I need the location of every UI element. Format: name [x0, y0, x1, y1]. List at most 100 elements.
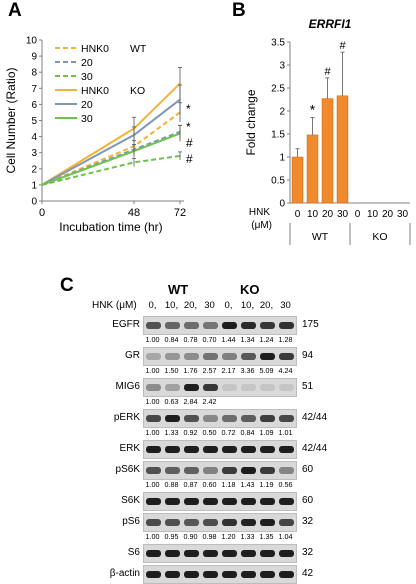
b-chart-title: ERRFI1	[309, 17, 352, 31]
wb-band	[260, 519, 275, 526]
wb-band	[222, 550, 237, 557]
wb-quant-value: 0.84	[164, 335, 179, 344]
wb-band	[146, 498, 161, 505]
wb-blot-strip	[143, 461, 297, 480]
wb-quant-value: 2.17	[221, 366, 236, 375]
wb-quant-value: 1.50	[164, 366, 179, 375]
wb-band	[203, 498, 218, 505]
wb-band	[279, 353, 294, 360]
wb-band	[260, 550, 275, 557]
wb-kda-label: 94	[302, 350, 314, 361]
wb-band	[184, 498, 199, 505]
b-y-tick-label: 2.5	[271, 84, 285, 95]
a-y-tick-label: 1	[31, 180, 37, 191]
wb-band	[260, 498, 275, 505]
b-y-tick-label: 3	[279, 61, 285, 72]
wb-band	[279, 519, 294, 526]
wb-kda-label: 42/44	[302, 443, 328, 454]
wb-band	[184, 550, 199, 557]
wb-quant-value: 1.00	[145, 397, 160, 406]
wb-band	[165, 446, 180, 453]
wb-group-ko: KO	[240, 282, 260, 297]
b-bar	[291, 156, 304, 204]
a-x-tick-label: 72	[174, 207, 186, 219]
b-bar	[336, 95, 349, 204]
wb-dose-label: 20,	[259, 300, 274, 311]
a-y-axis-label: Cell Number (Ratio)	[4, 67, 18, 173]
a-annotation: #	[186, 152, 193, 166]
b-marker: #	[339, 40, 346, 52]
wb-band	[222, 498, 237, 505]
wb-band	[222, 353, 237, 360]
wb-band	[146, 571, 161, 578]
wb-protein-label: pS6K	[115, 464, 140, 475]
wb-band	[184, 322, 199, 329]
wb-blot-strip	[143, 440, 297, 459]
wb-band	[279, 550, 294, 557]
wb-protein-label: pS6	[122, 516, 140, 527]
panel-b-bar-chart: ERRFI1 0 0.5 1 1.5 2 2.5 3 3.5 Fold change 0 * 10 #20…	[244, 17, 411, 245]
wb-band	[165, 550, 180, 557]
b-marker: *	[310, 101, 316, 117]
wb-band	[279, 571, 294, 578]
wb-quant-value: 0.92	[183, 428, 198, 437]
wb-protein-label: pERK	[113, 412, 140, 423]
a-legend-group-ko: KO	[130, 85, 145, 97]
wb-quant-value: 2.84	[183, 397, 198, 406]
wb-protein-label: EGFR	[112, 319, 140, 330]
b-y-tick-label: 1	[279, 153, 285, 164]
wb-band	[241, 415, 256, 422]
wb-quant-value: 1.01	[278, 428, 293, 437]
wb-band	[241, 353, 256, 360]
wb-quant-row: 1.00 0.88 0.87 0.60 1.18 1.43 1.19 0.56	[143, 480, 295, 489]
wb-band	[241, 446, 256, 453]
wb-band	[184, 446, 199, 453]
wb-kda-label: 42	[302, 568, 314, 579]
wb-quant-value: 1.33	[240, 532, 255, 541]
wb-quant-value: 0.95	[164, 532, 179, 541]
wb-quant-value: 1.04	[278, 532, 293, 541]
wb-band	[165, 415, 180, 422]
wb-band	[146, 519, 161, 526]
a-annotation: *	[186, 120, 191, 134]
wb-band	[203, 467, 218, 474]
wb-quant-value	[276, 397, 295, 406]
wb-protein-label: GR	[125, 350, 140, 361]
a-x-axis-label: Incubation time (hr)	[59, 220, 162, 234]
wb-band	[279, 322, 294, 329]
b-y-axis-label: Fold change	[244, 89, 258, 155]
wb-blot-strip	[143, 544, 297, 563]
a-y-tick-label: 3	[31, 148, 37, 159]
wb-kda-label: 175	[302, 319, 319, 330]
wb-band	[165, 322, 180, 329]
wb-kda-label: 32	[302, 516, 314, 527]
wb-band	[279, 498, 294, 505]
wb-band	[203, 322, 218, 329]
wb-blot-strip	[143, 409, 297, 428]
wb-band	[165, 353, 180, 360]
wb-band	[222, 446, 237, 453]
wb-band	[279, 384, 294, 391]
panel-label-c: C	[60, 275, 74, 296]
b-x-tick-label: 20	[382, 209, 394, 220]
wb-band	[279, 446, 294, 453]
wb-band	[146, 467, 161, 474]
a-y-tick-label: 0	[31, 197, 37, 208]
wb-quant-value: 0.78	[183, 335, 198, 344]
wb-quant-value: 1.00	[145, 532, 160, 541]
wb-band	[260, 353, 275, 360]
wb-band	[260, 446, 275, 453]
wb-band	[165, 384, 180, 391]
wb-quant-value: 1.28	[278, 335, 293, 344]
wb-quant-value: 0.88	[164, 480, 179, 489]
wb-quant-value: 3.36	[240, 366, 255, 375]
wb-band	[260, 467, 275, 474]
a-y-tick-label: 4	[31, 132, 37, 143]
panel-label-a: A	[8, 0, 22, 21]
wb-band	[241, 498, 256, 505]
a-legend-label: HNK0	[81, 85, 109, 97]
wb-kda-label: 60	[302, 464, 314, 475]
b-y-tick-label: 2	[279, 107, 285, 118]
wb-band	[203, 446, 218, 453]
wb-quant-row: 1.00 0.95 0.90 0.98 1.20 1.33 1.35 1.04	[143, 532, 295, 541]
